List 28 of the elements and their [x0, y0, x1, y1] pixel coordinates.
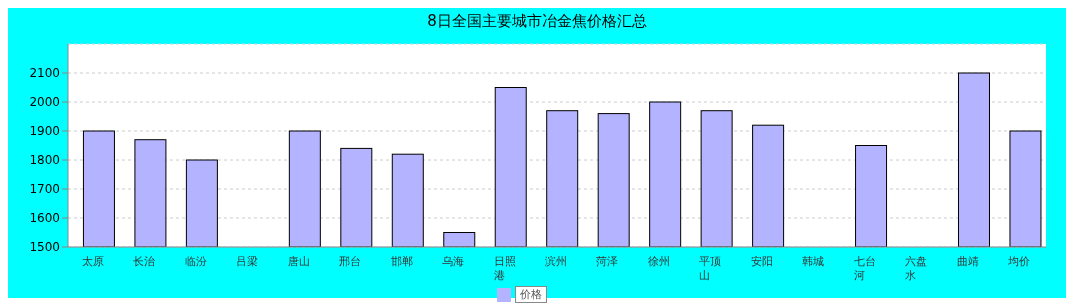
y-tick-label: 1600 — [29, 211, 60, 226]
x-tick-label: 菏泽 — [596, 255, 619, 268]
x-tick-label: 七台河 — [853, 255, 876, 282]
x-tick-label: 滨州 — [545, 255, 567, 268]
x-tick-label: 韩城 — [802, 255, 825, 268]
x-tick-label: 徐州 — [647, 255, 670, 268]
x-tick-label: 太原 — [81, 255, 104, 268]
x-tick-label: 邢台 — [339, 255, 362, 268]
y-tick-label: 1900 — [29, 124, 60, 139]
x-tick-label: 均价 — [1007, 255, 1031, 268]
y-tick-label: 1800 — [29, 153, 60, 168]
x-tick-label: 安阳 — [750, 255, 773, 268]
x-tick-label: 日照港 — [493, 255, 516, 282]
x-tick-label: 六盘水 — [905, 255, 928, 282]
x-tick-label: 曲靖 — [956, 255, 979, 268]
x-tick-label: 临汾 — [184, 255, 207, 268]
x-tick-label: 吕梁 — [236, 255, 259, 268]
x-tick-label: 平顶山 — [699, 255, 722, 282]
x-tick-label: 邯郸 — [390, 255, 413, 268]
y-tick-label: 2100 — [29, 66, 60, 81]
y-tick-label: 2000 — [29, 95, 60, 110]
x-tick-label: 唐山 — [287, 255, 310, 268]
legend-label: 价格 — [515, 286, 547, 303]
chart-title: 8日全国主要城市冶金焦价格汇总 — [426, 11, 648, 32]
x-tick-label: 乌海 — [442, 255, 465, 268]
x-tick-label: 长治 — [133, 255, 156, 268]
y-tick-label: 1500 — [29, 240, 60, 255]
y-tick-label: 1700 — [29, 182, 60, 197]
